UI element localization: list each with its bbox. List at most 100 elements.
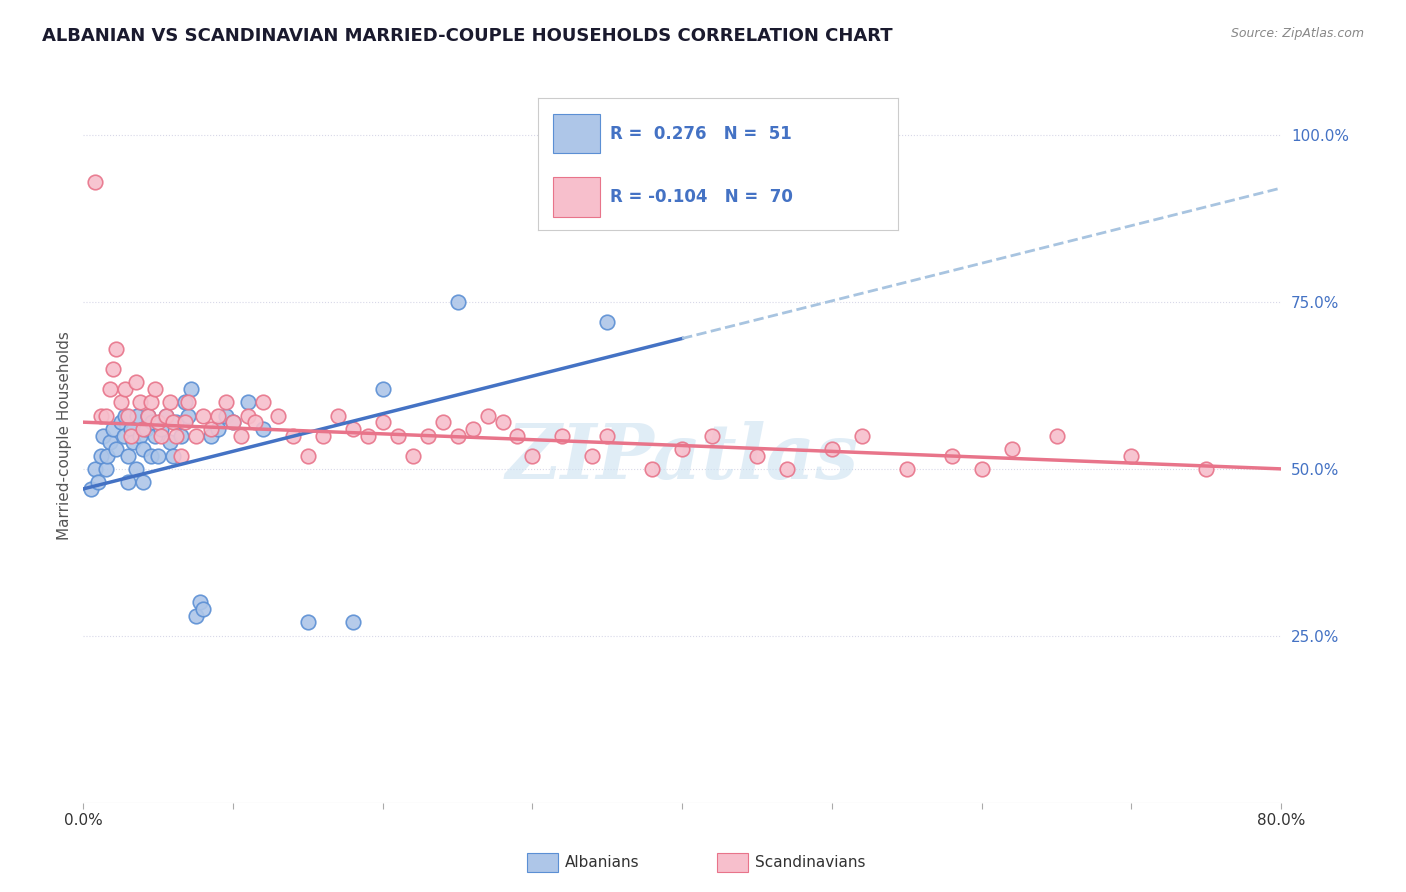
Point (491, 415, 513, 429)
Point (596, 428, 619, 442)
Point (132, 475, 155, 490)
Point (432, 415, 454, 429)
Point (80, 482, 103, 496)
Point (162, 449, 184, 463)
Point (120, 428, 142, 442)
Point (522, 449, 544, 463)
Point (1000, 442, 1022, 456)
Point (114, 382, 136, 396)
Point (169, 428, 191, 442)
Text: ZIPatlas: ZIPatlas (506, 420, 859, 494)
Point (139, 395, 162, 409)
Point (87, 475, 110, 490)
Point (165, 428, 187, 442)
Point (94, 462, 117, 476)
Point (110, 395, 132, 409)
Y-axis label: Married-couple Households: Married-couple Households (58, 331, 72, 540)
Point (91, 428, 114, 442)
Point (155, 409, 177, 423)
Point (506, 428, 529, 442)
Point (312, 428, 335, 442)
Point (297, 449, 319, 463)
Point (214, 409, 236, 423)
Point (120, 422, 142, 436)
Point (1195, 462, 1218, 476)
Point (84, 462, 107, 476)
Point (136, 409, 159, 423)
Text: Source: ZipAtlas.com: Source: ZipAtlas.com (1230, 27, 1364, 40)
Point (776, 462, 799, 476)
Point (745, 449, 768, 463)
Point (222, 415, 245, 429)
Point (297, 615, 319, 630)
Point (941, 449, 963, 463)
Point (357, 428, 380, 442)
Point (84, 175, 107, 189)
Point (136, 409, 159, 423)
Point (461, 422, 484, 436)
Point (596, 315, 619, 329)
Point (112, 428, 135, 442)
Point (851, 428, 873, 442)
Point (143, 428, 166, 442)
Point (191, 602, 214, 616)
Point (129, 428, 152, 442)
Point (1045, 428, 1067, 442)
Point (159, 395, 181, 409)
Point (103, 422, 125, 436)
Point (252, 395, 274, 409)
Point (127, 409, 149, 423)
Point (110, 415, 132, 429)
Point (121, 435, 143, 450)
Point (174, 415, 197, 429)
Point (671, 442, 693, 456)
Point (821, 442, 844, 456)
Point (139, 449, 162, 463)
Point (446, 428, 468, 442)
Point (96, 449, 118, 463)
Point (169, 449, 191, 463)
Point (236, 409, 259, 423)
Point (117, 449, 139, 463)
Point (416, 428, 439, 442)
Point (143, 382, 166, 396)
Point (402, 449, 425, 463)
Point (342, 422, 364, 436)
Point (180, 382, 202, 396)
Point (970, 462, 993, 476)
Point (222, 415, 245, 429)
Point (326, 409, 349, 423)
Point (150, 428, 173, 442)
Point (141, 415, 163, 429)
Point (371, 415, 394, 429)
Point (214, 395, 236, 409)
Point (90, 409, 112, 423)
Point (117, 475, 139, 490)
Point (98, 435, 121, 450)
Point (387, 428, 409, 442)
Point (162, 415, 184, 429)
Point (245, 415, 267, 429)
Point (236, 395, 259, 409)
Point (207, 422, 229, 436)
Point (191, 409, 214, 423)
Text: ALBANIAN VS SCANDINAVIAN MARRIED-COUPLE HOUSEHOLDS CORRELATION CHART: ALBANIAN VS SCANDINAVIAN MARRIED-COUPLE … (42, 27, 893, 45)
Point (159, 435, 181, 450)
Point (184, 428, 207, 442)
Point (146, 449, 169, 463)
Point (207, 409, 229, 423)
Point (146, 415, 169, 429)
Point (188, 595, 211, 609)
Point (281, 428, 304, 442)
Text: Scandinavians: Scandinavians (755, 855, 866, 870)
Point (252, 422, 274, 436)
Point (98, 382, 121, 396)
Point (477, 409, 499, 423)
Point (641, 462, 664, 476)
Point (165, 415, 187, 429)
Point (125, 462, 148, 476)
Point (117, 409, 139, 423)
Point (94, 409, 117, 423)
Point (200, 422, 222, 436)
Point (105, 342, 128, 356)
